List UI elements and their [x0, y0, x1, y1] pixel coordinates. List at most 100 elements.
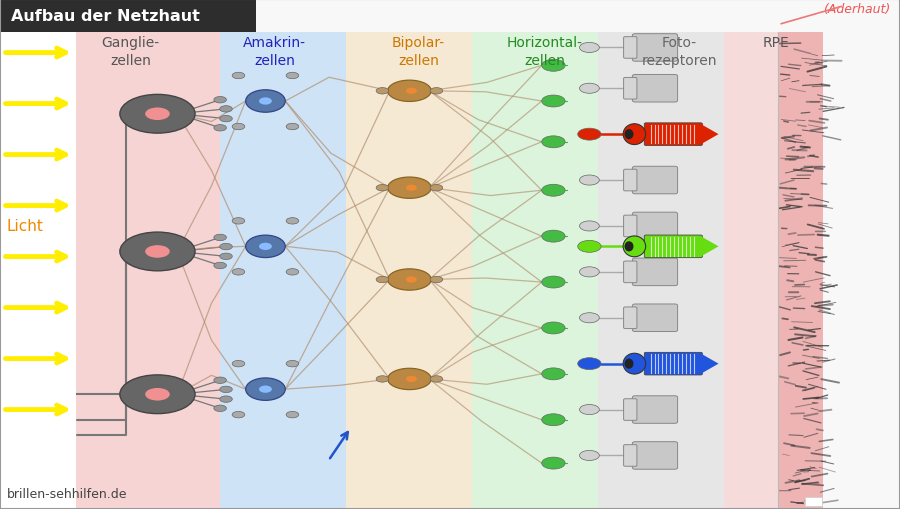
FancyBboxPatch shape	[472, 33, 598, 509]
FancyBboxPatch shape	[633, 213, 678, 240]
Ellipse shape	[232, 73, 245, 79]
FancyBboxPatch shape	[724, 33, 778, 509]
Ellipse shape	[542, 322, 565, 334]
FancyBboxPatch shape	[624, 262, 637, 283]
Ellipse shape	[286, 124, 299, 130]
FancyBboxPatch shape	[624, 445, 637, 466]
FancyBboxPatch shape	[778, 33, 824, 509]
Text: Bipolar-
zellen: Bipolar- zellen	[392, 36, 445, 67]
Ellipse shape	[542, 136, 565, 149]
Ellipse shape	[376, 89, 389, 95]
FancyBboxPatch shape	[633, 75, 678, 103]
Ellipse shape	[430, 89, 443, 95]
Text: Foto-
rezeptoren: Foto- rezeptoren	[642, 36, 717, 67]
Ellipse shape	[388, 178, 431, 199]
Ellipse shape	[120, 375, 195, 414]
Ellipse shape	[430, 277, 443, 283]
FancyBboxPatch shape	[633, 396, 678, 423]
Ellipse shape	[623, 237, 645, 257]
Ellipse shape	[542, 276, 565, 289]
Ellipse shape	[220, 386, 232, 393]
Ellipse shape	[430, 185, 443, 191]
FancyBboxPatch shape	[644, 124, 702, 146]
Ellipse shape	[406, 185, 417, 191]
FancyBboxPatch shape	[598, 33, 724, 509]
Ellipse shape	[406, 89, 417, 95]
FancyBboxPatch shape	[346, 33, 472, 509]
Ellipse shape	[232, 269, 245, 275]
Ellipse shape	[542, 185, 565, 197]
Ellipse shape	[214, 97, 227, 104]
Polygon shape	[700, 237, 718, 257]
FancyBboxPatch shape	[220, 33, 346, 509]
Ellipse shape	[214, 405, 227, 412]
FancyBboxPatch shape	[624, 216, 637, 237]
FancyBboxPatch shape	[644, 353, 702, 375]
FancyBboxPatch shape	[633, 304, 678, 332]
Ellipse shape	[625, 130, 634, 140]
Ellipse shape	[580, 43, 599, 53]
Ellipse shape	[580, 176, 599, 186]
Ellipse shape	[145, 108, 170, 121]
Ellipse shape	[286, 361, 299, 367]
Ellipse shape	[625, 242, 634, 252]
Ellipse shape	[376, 376, 389, 382]
Ellipse shape	[145, 388, 170, 401]
Ellipse shape	[580, 450, 599, 461]
Text: (Aderhaut): (Aderhaut)	[823, 3, 890, 15]
Ellipse shape	[286, 218, 299, 224]
Ellipse shape	[259, 98, 272, 105]
Ellipse shape	[220, 244, 232, 250]
Ellipse shape	[388, 369, 431, 390]
Ellipse shape	[625, 359, 634, 369]
FancyBboxPatch shape	[644, 236, 702, 258]
FancyBboxPatch shape	[624, 78, 637, 100]
Ellipse shape	[120, 95, 195, 134]
Ellipse shape	[286, 73, 299, 79]
Ellipse shape	[406, 376, 417, 382]
Ellipse shape	[580, 405, 599, 415]
Ellipse shape	[542, 60, 565, 72]
FancyBboxPatch shape	[0, 0, 76, 509]
Ellipse shape	[232, 361, 245, 367]
Ellipse shape	[220, 106, 232, 113]
Ellipse shape	[246, 236, 285, 258]
Text: Licht: Licht	[7, 219, 43, 234]
Ellipse shape	[246, 91, 285, 113]
Ellipse shape	[214, 125, 227, 132]
Ellipse shape	[286, 412, 299, 418]
Ellipse shape	[145, 246, 170, 258]
Ellipse shape	[220, 253, 232, 260]
Ellipse shape	[542, 414, 565, 426]
FancyBboxPatch shape	[778, 33, 824, 509]
Ellipse shape	[578, 241, 601, 253]
Ellipse shape	[388, 269, 431, 291]
Text: Ganglie-
zellen: Ganglie- zellen	[102, 36, 159, 67]
Ellipse shape	[232, 124, 245, 130]
Ellipse shape	[542, 368, 565, 380]
Text: RPE: RPE	[762, 36, 789, 49]
Ellipse shape	[430, 376, 443, 382]
Ellipse shape	[259, 386, 272, 393]
Ellipse shape	[120, 233, 195, 271]
Text: brillen-sehhilfen.de: brillen-sehhilfen.de	[7, 487, 128, 500]
Ellipse shape	[542, 231, 565, 243]
Ellipse shape	[214, 263, 227, 269]
Ellipse shape	[376, 185, 389, 191]
FancyBboxPatch shape	[624, 38, 637, 59]
FancyBboxPatch shape	[624, 170, 637, 191]
Ellipse shape	[232, 412, 245, 418]
Ellipse shape	[578, 358, 601, 370]
FancyBboxPatch shape	[633, 442, 678, 469]
Ellipse shape	[220, 396, 232, 403]
Ellipse shape	[580, 221, 599, 232]
Ellipse shape	[580, 84, 599, 94]
Ellipse shape	[580, 267, 599, 277]
Ellipse shape	[376, 277, 389, 283]
Polygon shape	[700, 125, 718, 145]
Ellipse shape	[406, 277, 417, 283]
FancyBboxPatch shape	[0, 0, 256, 33]
Text: Aufbau der Netzhaut: Aufbau der Netzhaut	[11, 9, 200, 24]
Ellipse shape	[286, 269, 299, 275]
Ellipse shape	[542, 96, 565, 108]
